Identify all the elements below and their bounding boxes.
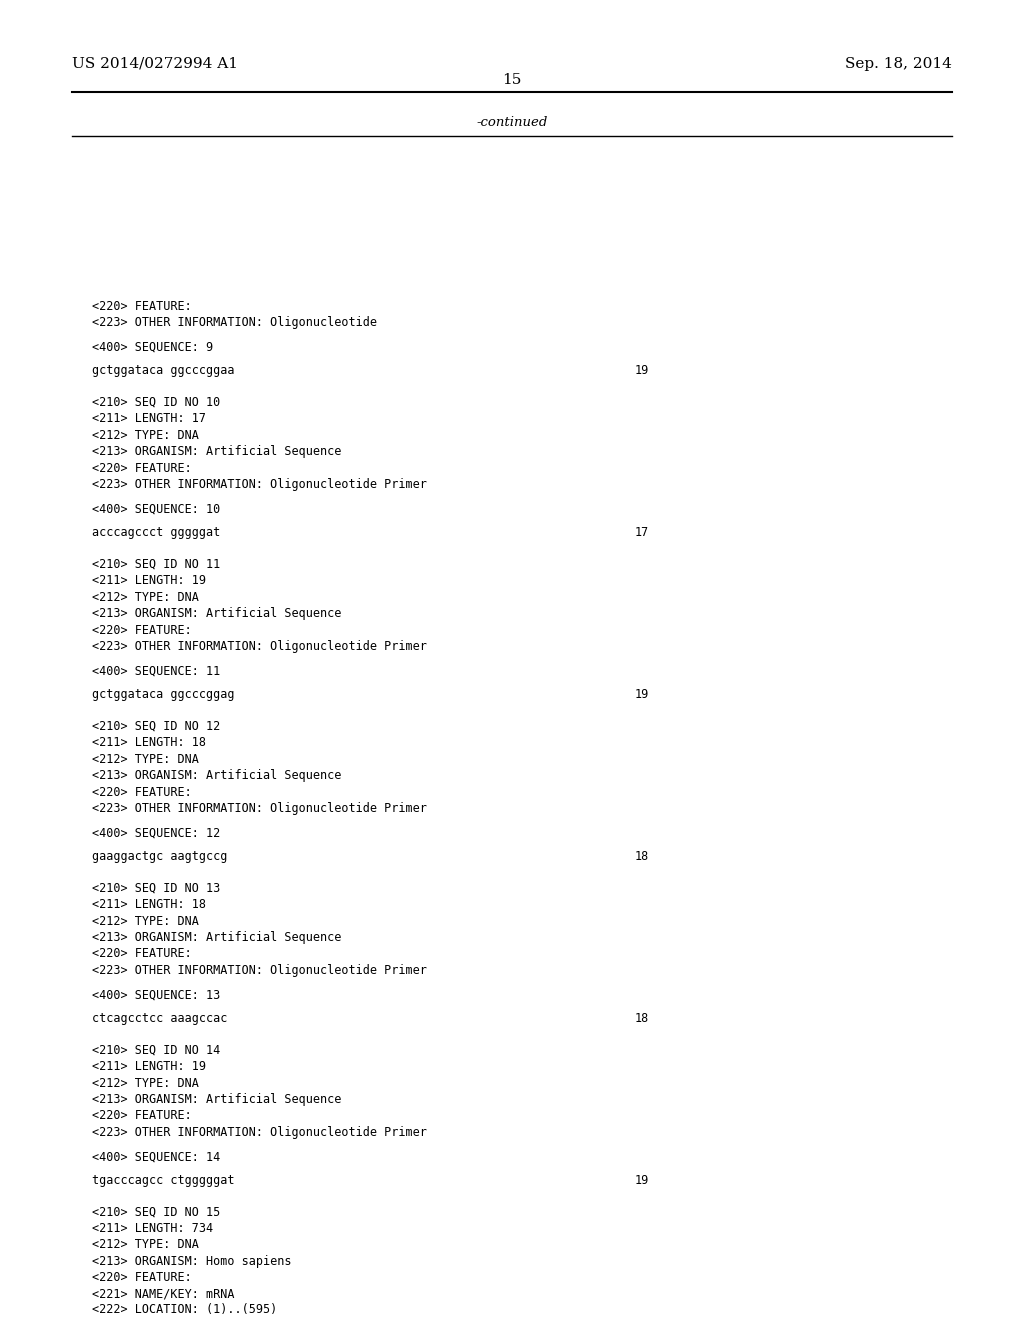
Text: <213> ORGANISM: Artificial Sequence: <213> ORGANISM: Artificial Sequence bbox=[92, 931, 342, 944]
Text: gctggataca ggcccggag: gctggataca ggcccggag bbox=[92, 688, 234, 701]
Text: ctcagcctcc aaagccac: ctcagcctcc aaagccac bbox=[92, 1012, 227, 1026]
Text: <220> FEATURE:: <220> FEATURE: bbox=[92, 1109, 191, 1122]
Text: <212> TYPE: DNA: <212> TYPE: DNA bbox=[92, 591, 199, 603]
Text: <212> TYPE: DNA: <212> TYPE: DNA bbox=[92, 1238, 199, 1251]
Text: US 2014/0272994 A1: US 2014/0272994 A1 bbox=[72, 57, 238, 71]
Text: <223> OTHER INFORMATION: Oligonucleotide Primer: <223> OTHER INFORMATION: Oligonucleotide… bbox=[92, 964, 427, 977]
Text: -continued: -continued bbox=[476, 116, 548, 129]
Text: <210> SEQ ID NO 12: <210> SEQ ID NO 12 bbox=[92, 719, 220, 733]
Text: tgacccagcc ctgggggat: tgacccagcc ctgggggat bbox=[92, 1173, 234, 1187]
Text: <223> OTHER INFORMATION: Oligonucleotide Primer: <223> OTHER INFORMATION: Oligonucleotide… bbox=[92, 803, 427, 814]
Text: <211> LENGTH: 19: <211> LENGTH: 19 bbox=[92, 574, 206, 587]
Text: <220> FEATURE:: <220> FEATURE: bbox=[92, 785, 191, 799]
Text: <400> SEQUENCE: 10: <400> SEQUENCE: 10 bbox=[92, 503, 220, 516]
Text: <213> ORGANISM: Artificial Sequence: <213> ORGANISM: Artificial Sequence bbox=[92, 1093, 342, 1106]
Text: <223> OTHER INFORMATION: Oligonucleotide Primer: <223> OTHER INFORMATION: Oligonucleotide… bbox=[92, 640, 427, 653]
Text: <210> SEQ ID NO 15: <210> SEQ ID NO 15 bbox=[92, 1205, 220, 1218]
Text: gaaggactgc aagtgccg: gaaggactgc aagtgccg bbox=[92, 850, 227, 863]
Text: <212> TYPE: DNA: <212> TYPE: DNA bbox=[92, 915, 199, 928]
Text: <211> LENGTH: 734: <211> LENGTH: 734 bbox=[92, 1222, 213, 1236]
Text: <213> ORGANISM: Homo sapiens: <213> ORGANISM: Homo sapiens bbox=[92, 1255, 292, 1269]
Text: <211> LENGTH: 17: <211> LENGTH: 17 bbox=[92, 412, 206, 425]
Text: 17: 17 bbox=[635, 527, 649, 539]
Text: <213> ORGANISM: Artificial Sequence: <213> ORGANISM: Artificial Sequence bbox=[92, 770, 342, 783]
Text: <210> SEQ ID NO 11: <210> SEQ ID NO 11 bbox=[92, 558, 220, 570]
Text: <220> FEATURE:: <220> FEATURE: bbox=[92, 300, 191, 313]
Text: <400> SEQUENCE: 12: <400> SEQUENCE: 12 bbox=[92, 826, 220, 840]
Text: 15: 15 bbox=[503, 73, 521, 87]
Text: <213> ORGANISM: Artificial Sequence: <213> ORGANISM: Artificial Sequence bbox=[92, 607, 342, 620]
Text: <211> LENGTH: 18: <211> LENGTH: 18 bbox=[92, 737, 206, 750]
Text: <400> SEQUENCE: 9: <400> SEQUENCE: 9 bbox=[92, 341, 213, 354]
Text: <400> SEQUENCE: 13: <400> SEQUENCE: 13 bbox=[92, 989, 220, 1002]
Text: gctggataca ggcccggaa: gctggataca ggcccggaa bbox=[92, 364, 234, 378]
Text: <220> FEATURE:: <220> FEATURE: bbox=[92, 1271, 191, 1284]
Text: <212> TYPE: DNA: <212> TYPE: DNA bbox=[92, 1077, 199, 1089]
Text: 18: 18 bbox=[635, 850, 649, 863]
Text: <210> SEQ ID NO 13: <210> SEQ ID NO 13 bbox=[92, 882, 220, 895]
Text: <223> OTHER INFORMATION: Oligonucleotide Primer: <223> OTHER INFORMATION: Oligonucleotide… bbox=[92, 478, 427, 491]
Text: acccagccct gggggat: acccagccct gggggat bbox=[92, 527, 220, 539]
Text: <210> SEQ ID NO 10: <210> SEQ ID NO 10 bbox=[92, 396, 220, 409]
Text: <211> LENGTH: 19: <211> LENGTH: 19 bbox=[92, 1060, 206, 1073]
Text: 19: 19 bbox=[635, 364, 649, 378]
Text: <222> LOCATION: (1)..(595): <222> LOCATION: (1)..(595) bbox=[92, 1303, 278, 1316]
Text: <213> ORGANISM: Artificial Sequence: <213> ORGANISM: Artificial Sequence bbox=[92, 445, 342, 458]
Text: Sep. 18, 2014: Sep. 18, 2014 bbox=[846, 57, 952, 71]
Text: 18: 18 bbox=[635, 1012, 649, 1026]
Text: <212> TYPE: DNA: <212> TYPE: DNA bbox=[92, 752, 199, 766]
Text: <220> FEATURE:: <220> FEATURE: bbox=[92, 462, 191, 475]
Text: <220> FEATURE:: <220> FEATURE: bbox=[92, 623, 191, 636]
Text: <223> OTHER INFORMATION: Oligonucleotide: <223> OTHER INFORMATION: Oligonucleotide bbox=[92, 317, 377, 329]
Text: <400> SEQUENCE: 11: <400> SEQUENCE: 11 bbox=[92, 665, 220, 677]
Text: 19: 19 bbox=[635, 1173, 649, 1187]
Text: <211> LENGTH: 18: <211> LENGTH: 18 bbox=[92, 898, 206, 911]
Text: <400> SEQUENCE: 14: <400> SEQUENCE: 14 bbox=[92, 1151, 220, 1163]
Text: <210> SEQ ID NO 14: <210> SEQ ID NO 14 bbox=[92, 1044, 220, 1057]
Text: <212> TYPE: DNA: <212> TYPE: DNA bbox=[92, 429, 199, 442]
Text: <220> FEATURE:: <220> FEATURE: bbox=[92, 948, 191, 961]
Text: 19: 19 bbox=[635, 688, 649, 701]
Text: <223> OTHER INFORMATION: Oligonucleotide Primer: <223> OTHER INFORMATION: Oligonucleotide… bbox=[92, 1126, 427, 1139]
Text: <221> NAME/KEY: mRNA: <221> NAME/KEY: mRNA bbox=[92, 1288, 234, 1300]
